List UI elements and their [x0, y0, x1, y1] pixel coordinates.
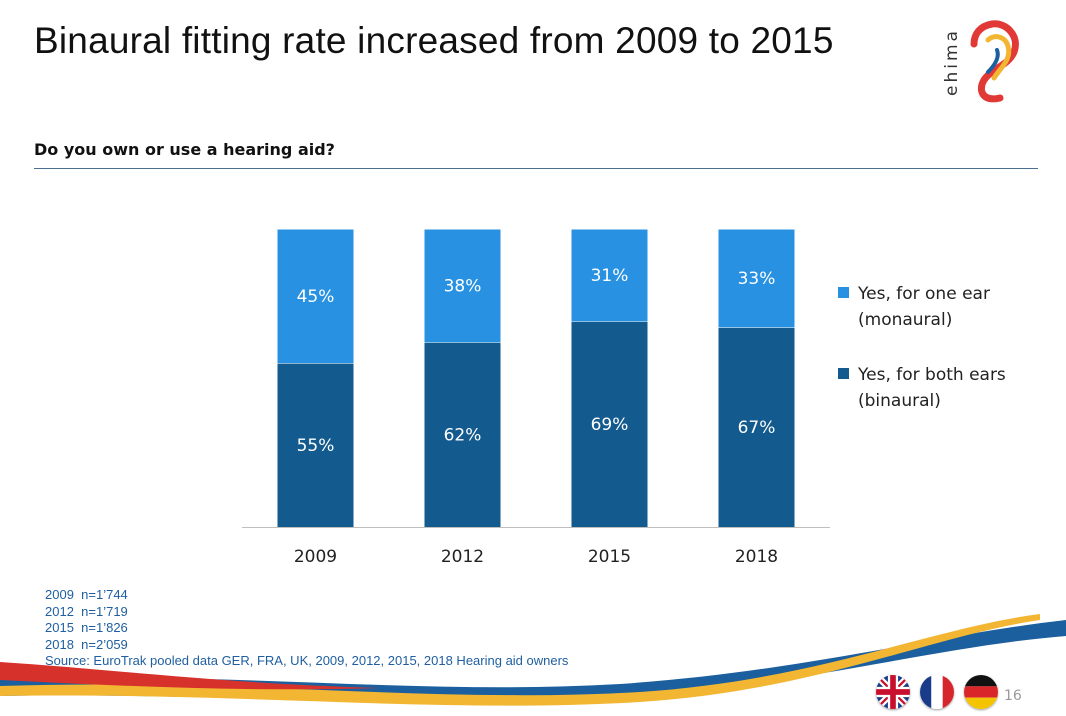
note-line: 2009 n=1’744: [45, 587, 128, 602]
data-label: 45%: [297, 287, 335, 307]
header-divider: [34, 168, 1038, 169]
chart-question: Do you own or use a hearing aid?: [34, 140, 335, 159]
data-label: 31%: [591, 266, 629, 286]
legend-label: Yes, for one ear (monaural): [858, 281, 1058, 333]
bar-segment: [718, 327, 795, 527]
legend-label-line: Yes, for one ear: [858, 284, 990, 304]
legend-label-line: Yes, for both ears: [858, 365, 1006, 385]
x-tick-label: 2015: [588, 547, 631, 567]
slide-title: Binaural fitting rate increased from 200…: [34, 20, 834, 61]
france-flag-icon[interactable]: [920, 675, 954, 709]
bar-segment: [277, 363, 354, 527]
decorative-swoosh: [0, 614, 1066, 706]
legend-label-line: (monaural): [858, 310, 953, 330]
bar-segment: [277, 229, 354, 364]
uk-flag-icon[interactable]: [876, 675, 910, 709]
bar-segment: [718, 229, 795, 328]
germany-flag-icon[interactable]: [964, 675, 998, 709]
stacked-bar-chart: 55% 45% 2009 62% 38% 2012 69% 31% 2015 67% 33% 2018: [242, 228, 830, 567]
bar-segment: [424, 342, 501, 527]
legend-label: Yes, for both ears (binaural): [858, 362, 1058, 414]
sample-size-notes: 2009 n=1’744 2012 n=1’719 2015 n=1’826 2…: [45, 587, 568, 670]
data-label: 33%: [738, 269, 776, 289]
note-line: 2015 n=1’826: [45, 620, 128, 635]
data-label: 67%: [738, 418, 776, 438]
bar-segment: [571, 321, 648, 527]
x-tick-label: 2012: [441, 547, 484, 567]
page-number: 16: [1004, 688, 1022, 704]
bar-segment: [424, 229, 501, 343]
legend-swatch: [838, 368, 849, 379]
data-label: 62%: [444, 426, 482, 446]
note-line: 2012 n=1’719: [45, 603, 128, 619]
source-note: Source: EuroTrak pooled data GER, FRA, U…: [45, 653, 569, 668]
data-label: 55%: [297, 436, 335, 456]
bar-segment: [571, 229, 648, 322]
data-label: 69%: [591, 415, 629, 435]
legend-label-line: (binaural): [858, 391, 941, 411]
ehima-ear-logo-icon: [970, 20, 1019, 103]
legend-swatch: [838, 287, 849, 298]
x-tick-label: 2009: [294, 547, 337, 567]
x-tick-label: 2018: [735, 547, 778, 567]
data-label: 38%: [444, 277, 482, 297]
language-flags: [876, 675, 1006, 711]
note-line: 2018 n=2’059: [45, 636, 128, 652]
